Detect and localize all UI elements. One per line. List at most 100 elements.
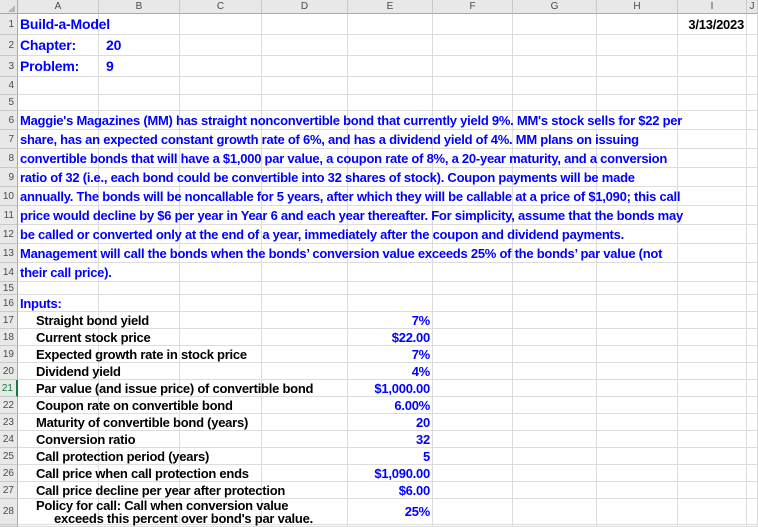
policy-value[interactable]: 25% — [404, 504, 431, 519]
cell-c27[interactable] — [180, 482, 262, 499]
cell-g25[interactable] — [513, 448, 597, 465]
row-header-4[interactable]: 4 — [0, 77, 18, 95]
cell-f16[interactable] — [433, 295, 513, 312]
chapter-value[interactable]: 20 — [106, 37, 122, 53]
cell-c14[interactable] — [180, 263, 262, 282]
cell-h28[interactable] — [597, 499, 678, 525]
column-header-f[interactable]: F — [433, 0, 513, 14]
cell-f20[interactable] — [433, 363, 513, 380]
cell-f1[interactable] — [433, 14, 513, 35]
cell-b4[interactable] — [99, 77, 180, 95]
cell-d15[interactable] — [262, 282, 348, 295]
cell-b23[interactable] — [99, 414, 180, 431]
column-header-b[interactable]: B — [99, 0, 180, 14]
cell-d25[interactable] — [262, 448, 348, 465]
cell-g26[interactable] — [513, 465, 597, 482]
cell-g9[interactable] — [513, 168, 597, 187]
cell-a19[interactable] — [18, 346, 99, 363]
cell-a20[interactable] — [18, 363, 99, 380]
cell-d21[interactable] — [262, 380, 348, 397]
cell-e15[interactable] — [348, 282, 433, 295]
cell-c8[interactable] — [180, 149, 262, 168]
cell-a15[interactable] — [18, 282, 99, 295]
row-header-1[interactable]: 1 — [0, 14, 18, 35]
cell-h22[interactable] — [597, 397, 678, 414]
cell-c16[interactable] — [180, 295, 262, 312]
input-value[interactable]: 7% — [411, 313, 431, 328]
input-value[interactable]: 4% — [411, 364, 431, 379]
cell-j19[interactable] — [747, 346, 758, 363]
cell-a1[interactable] — [18, 14, 99, 35]
description-line[interactable]: share, has an expected constant growth r… — [20, 132, 639, 147]
cell-d2[interactable] — [262, 35, 348, 56]
cell-b1[interactable] — [99, 14, 180, 35]
cell-i10[interactable] — [678, 187, 747, 206]
row-header-2[interactable]: 2 — [0, 35, 18, 56]
cell-i8[interactable] — [678, 149, 747, 168]
cell-h1[interactable] — [597, 14, 678, 35]
cell-h19[interactable] — [597, 346, 678, 363]
cell-b6[interactable] — [99, 111, 180, 130]
cell-a27[interactable] — [18, 482, 99, 499]
cell-i28[interactable] — [678, 499, 747, 525]
cell-a9[interactable] — [18, 168, 99, 187]
cell-j18[interactable] — [747, 329, 758, 346]
workbook-title[interactable]: Build-a-Model — [20, 16, 110, 32]
cell-e2[interactable] — [348, 35, 433, 56]
input-label[interactable]: Coupon rate on convertible bond — [36, 398, 233, 413]
cell-b11[interactable] — [99, 206, 180, 225]
cell-b18[interactable] — [99, 329, 180, 346]
cell-b15[interactable] — [99, 282, 180, 295]
cell-e23[interactable] — [348, 414, 433, 431]
cell-e5[interactable] — [348, 95, 433, 111]
cell-g11[interactable] — [513, 206, 597, 225]
cell-h5[interactable] — [597, 95, 678, 111]
cell-i1[interactable] — [678, 14, 747, 35]
cell-i6[interactable] — [678, 111, 747, 130]
cell-b13[interactable] — [99, 244, 180, 263]
cell-b7[interactable] — [99, 130, 180, 149]
cell-a11[interactable] — [18, 206, 99, 225]
cell-b20[interactable] — [99, 363, 180, 380]
row-header-27[interactable]: 27 — [0, 482, 18, 499]
cell-g7[interactable] — [513, 130, 597, 149]
cell-i2[interactable] — [678, 35, 747, 56]
row-header-21[interactable]: 21 — [0, 380, 18, 397]
cell-g24[interactable] — [513, 431, 597, 448]
cell-a26[interactable] — [18, 465, 99, 482]
row-header-22[interactable]: 22 — [0, 397, 18, 414]
cell-g5[interactable] — [513, 95, 597, 111]
cell-i22[interactable] — [678, 397, 747, 414]
cell-j6[interactable] — [747, 111, 758, 130]
cell-c18[interactable] — [180, 329, 262, 346]
cell-g22[interactable] — [513, 397, 597, 414]
row-header-14[interactable]: 14 — [0, 263, 18, 282]
cell-f21[interactable] — [433, 380, 513, 397]
cell-b9[interactable] — [99, 168, 180, 187]
cell-c25[interactable] — [180, 448, 262, 465]
cell-i20[interactable] — [678, 363, 747, 380]
cell-e8[interactable] — [348, 149, 433, 168]
cell-f10[interactable] — [433, 187, 513, 206]
cell-i13[interactable] — [678, 244, 747, 263]
row-header-19[interactable]: 19 — [0, 346, 18, 363]
input-value[interactable]: 5 — [423, 449, 430, 464]
row-header-13[interactable]: 13 — [0, 244, 18, 263]
cell-d27[interactable] — [262, 482, 348, 499]
cell-h14[interactable] — [597, 263, 678, 282]
cell-f26[interactable] — [433, 465, 513, 482]
cell-e17[interactable] — [348, 312, 433, 329]
cell-h2[interactable] — [597, 35, 678, 56]
cell-d4[interactable] — [262, 77, 348, 95]
input-label[interactable]: Conversion ratio — [36, 432, 136, 447]
cell-a2[interactable] — [18, 35, 99, 56]
cell-d18[interactable] — [262, 329, 348, 346]
cell-j9[interactable] — [747, 168, 758, 187]
cell-h8[interactable] — [597, 149, 678, 168]
select-all-corner[interactable] — [0, 0, 18, 14]
cell-h18[interactable] — [597, 329, 678, 346]
cell-i16[interactable] — [678, 295, 747, 312]
cell-g1[interactable] — [513, 14, 597, 35]
row-header-26[interactable]: 26 — [0, 465, 18, 482]
cell-b25[interactable] — [99, 448, 180, 465]
